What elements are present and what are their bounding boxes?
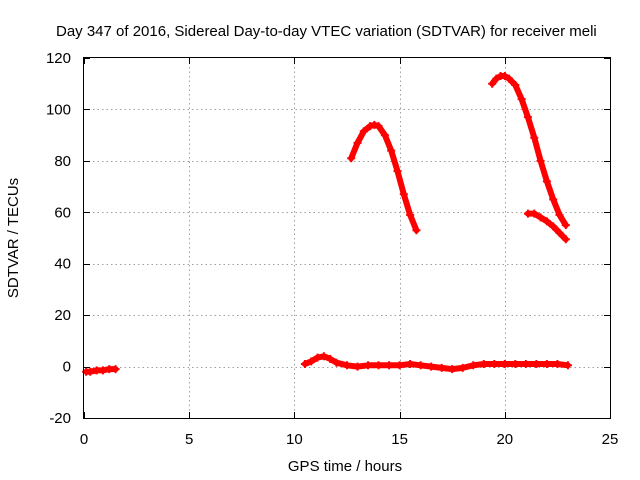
data-point (448, 365, 457, 374)
data-point (353, 362, 362, 371)
data-point (353, 138, 362, 147)
plot-frame (83, 57, 611, 419)
data-point (536, 156, 545, 165)
x-tick-label: 20 (496, 431, 513, 448)
y-tick-label: 80 (54, 153, 71, 170)
x-tick-label: 0 (80, 431, 88, 448)
data-point (517, 95, 526, 104)
data-point (387, 146, 396, 155)
data-point (385, 361, 394, 370)
data-point (488, 79, 497, 88)
data-point (458, 363, 467, 372)
data-point (549, 222, 558, 231)
data-point (521, 360, 530, 368)
data-point (490, 360, 499, 368)
chart-title: Day 347 of 2016, Sidereal Day-to-day VTE… (56, 23, 597, 40)
data-point (319, 352, 328, 361)
data-point (370, 120, 379, 129)
data-point (469, 361, 478, 370)
data-point (364, 361, 373, 370)
data-point (332, 358, 341, 367)
data-series (82, 72, 572, 376)
data-point (380, 131, 389, 140)
data-point (395, 361, 404, 370)
data-point (300, 360, 309, 368)
data-point (555, 228, 564, 237)
data-point (307, 357, 316, 366)
x-tick-label: 15 (391, 431, 408, 448)
data-point (374, 361, 383, 370)
y-tick-label: -20 (49, 410, 71, 427)
data-point (549, 195, 558, 204)
data-point (553, 360, 562, 368)
data-point (492, 74, 501, 83)
data-point (313, 353, 322, 362)
tick-labels: 0 5 10 15 20 25 -20 0 20 40 60 80 100 120 (46, 50, 618, 448)
grid-lines (84, 58, 610, 418)
data-point (500, 360, 509, 368)
data-point (542, 177, 551, 186)
x-tick-label: 5 (185, 431, 193, 448)
data-point (412, 226, 421, 235)
data-point (374, 122, 383, 131)
y-tick-label: 100 (46, 101, 71, 118)
data-point (479, 360, 488, 368)
data-point (523, 113, 532, 122)
data-point (511, 360, 520, 368)
data-point (86, 367, 95, 376)
data-point (399, 190, 408, 199)
data-point (416, 361, 425, 370)
x-tick-label: 25 (602, 431, 619, 448)
data-point (406, 210, 415, 219)
y-tick-label: 0 (63, 359, 71, 376)
series-line-arc-3 (348, 121, 420, 234)
data-point (530, 133, 539, 142)
x-tick-label: 10 (286, 431, 303, 448)
data-point (555, 210, 564, 219)
data-point (542, 217, 551, 226)
data-point (563, 361, 572, 370)
data-point (98, 366, 107, 375)
data-point (536, 213, 545, 222)
data-point (530, 209, 539, 218)
data-point (111, 365, 120, 374)
data-point (427, 362, 436, 371)
y-tick-label: 60 (54, 204, 71, 221)
data-point (505, 74, 514, 83)
y-axis-label: SDTVAR / TECUs (5, 178, 22, 298)
data-point (561, 235, 570, 244)
data-point (347, 154, 356, 163)
x-axis-label: GPS time / hours (288, 458, 402, 475)
data-point (359, 127, 368, 136)
y-tick-label: 120 (46, 50, 71, 67)
data-point (561, 221, 570, 230)
data-point (366, 122, 375, 131)
data-point (326, 354, 335, 363)
y-tick-label: 20 (54, 307, 71, 324)
series-line-arc-2 (301, 353, 571, 373)
data-point (542, 360, 551, 368)
data-point (406, 360, 415, 368)
data-point (511, 81, 520, 89)
data-point (500, 72, 509, 80)
data-point (343, 361, 351, 370)
data-point (437, 363, 446, 372)
y-tick-label: 40 (54, 256, 71, 273)
data-point (393, 167, 402, 176)
data-point (532, 360, 541, 368)
series-line-arc-4 (489, 73, 569, 229)
